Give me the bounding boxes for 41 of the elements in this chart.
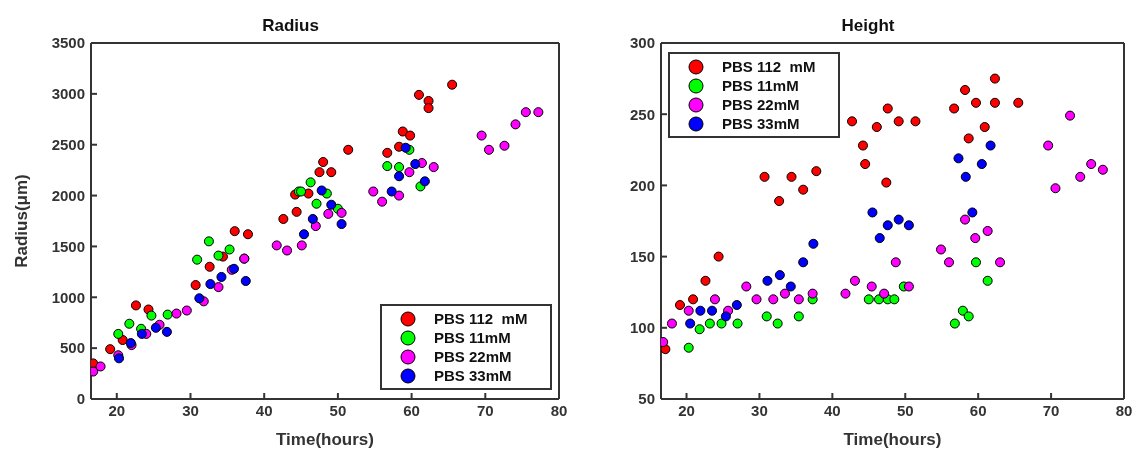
y-tick-label: 3000 (51, 85, 85, 103)
y-tick-label: 100 (629, 319, 655, 337)
y-tick-label: 1000 (51, 288, 85, 306)
x-tick-label: 60 (403, 401, 420, 419)
y-tick-label: 2500 (51, 136, 85, 154)
y-tick-label: 3500 (51, 34, 85, 52)
x-tick-label: 40 (824, 401, 841, 419)
y-tick-label: 2000 (51, 186, 85, 204)
x-tick-label: 70 (1042, 401, 1060, 419)
x-tick-label: 80 (1115, 401, 1133, 419)
y-tick-label: 500 (59, 339, 85, 357)
legend-label: PBS 11mM (722, 77, 799, 94)
y-tick-label: 150 (629, 247, 655, 265)
y-tick-label: 250 (629, 105, 655, 123)
legend-label: PBS 22mM (722, 96, 800, 113)
x-axis-title: Time(hours) (843, 430, 942, 449)
x-tick-label: 20 (678, 401, 695, 419)
legend-label: PBS 33mM (722, 115, 800, 132)
legend-label: PBS 112 mM (722, 58, 816, 75)
y-tick-label: 200 (629, 176, 655, 194)
legend-label: PBS 112 mM (434, 310, 528, 327)
legend-label: PBS 11mM (434, 329, 511, 346)
y-axis-title: Radius(μm) (12, 174, 32, 268)
x-tick-label: 60 (969, 401, 987, 419)
legend-label: PBS 22mM (434, 348, 512, 365)
x-tick-label: 70 (476, 401, 494, 419)
chart-title: Height (840, 16, 896, 36)
x-tick-label: 40 (255, 401, 273, 419)
x-axis-title: Time(hours) (276, 430, 374, 449)
x-tick-label: 30 (182, 401, 199, 419)
x-tick-label: 50 (896, 401, 914, 419)
x-tick-label: 20 (108, 401, 126, 419)
y-tick-label: 1500 (51, 237, 85, 255)
y-tick-label: 50 (638, 390, 655, 408)
y-tick-label: 0 (76, 390, 85, 408)
x-tick-label: 30 (751, 401, 768, 419)
y-tick-label: 300 (629, 34, 655, 52)
x-tick-label: 50 (329, 401, 347, 419)
chart-title: Radius (261, 16, 320, 36)
x-tick-label: 80 (550, 401, 568, 419)
legend-label: PBS 33mM (434, 367, 512, 384)
